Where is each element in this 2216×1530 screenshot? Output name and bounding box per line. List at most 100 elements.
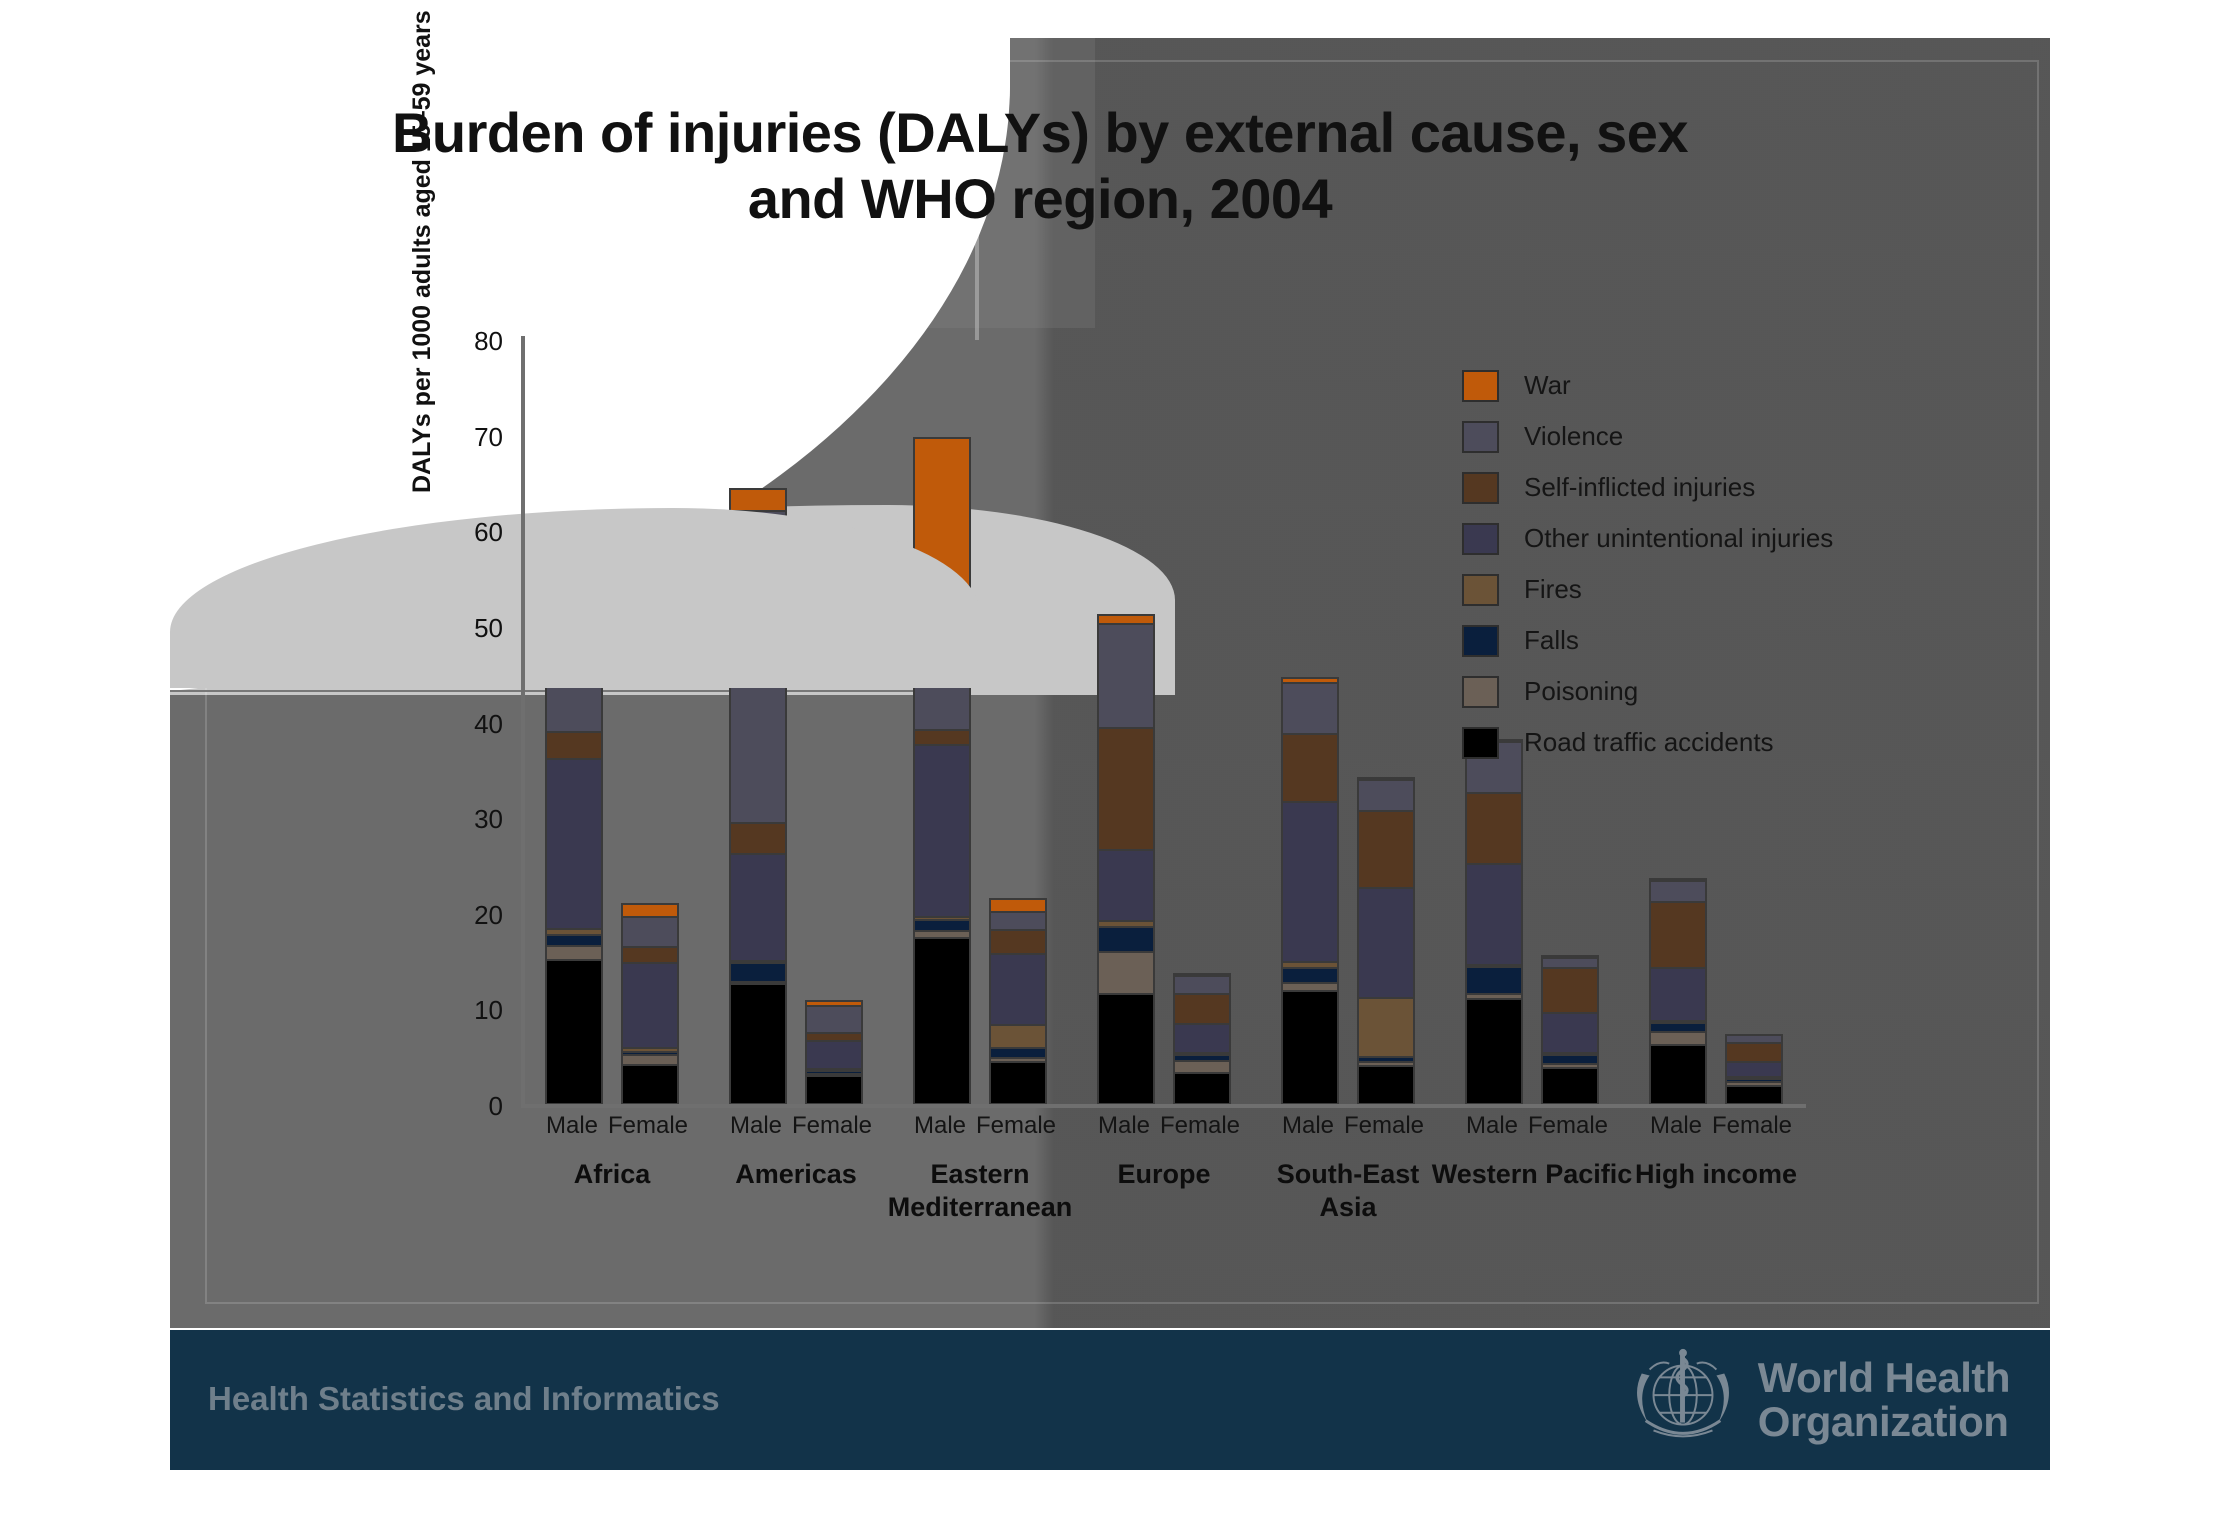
bar-segment xyxy=(623,1053,677,1057)
legend-item[interactable]: Fires xyxy=(1462,564,1932,615)
bar-segment xyxy=(731,982,785,986)
bar-segment xyxy=(1283,734,1337,803)
legend-item[interactable]: Falls xyxy=(1462,615,1932,666)
stacked-bar[interactable] xyxy=(1357,776,1415,1105)
bar-segment xyxy=(623,948,677,965)
bar-segment xyxy=(991,1059,1045,1063)
bar-segment xyxy=(731,490,785,512)
x-axis-line xyxy=(521,1104,1806,1108)
bar-segment xyxy=(1467,999,1521,1103)
legend-item[interactable]: Self-inflicted injuries xyxy=(1462,462,1932,513)
stacked-bar[interactable] xyxy=(1725,1034,1783,1105)
legend-item[interactable]: Poisoning xyxy=(1462,666,1932,717)
x-tick-label: Male xyxy=(1281,1112,1335,1139)
legend-swatch xyxy=(1462,675,1499,708)
bar-segment xyxy=(1651,1045,1705,1103)
bar-segment xyxy=(1359,1058,1413,1063)
stacked-bar[interactable] xyxy=(1465,739,1523,1105)
bar-segment xyxy=(991,900,1045,913)
bar-segment xyxy=(1651,882,1705,904)
who-org-line2: Organization xyxy=(1757,1398,2009,1445)
bar-segment xyxy=(1175,1054,1229,1057)
bar-segment xyxy=(1543,1056,1597,1065)
y-tick-label: 80 xyxy=(474,326,503,356)
stacked-bar[interactable] xyxy=(1541,954,1599,1105)
bar-segment xyxy=(1099,928,1153,953)
legend-swatch xyxy=(1462,369,1499,402)
bar-segment xyxy=(1543,958,1597,970)
bar-segment xyxy=(1467,794,1521,865)
bar-segment xyxy=(1099,616,1153,625)
bar-segment xyxy=(1283,969,1337,985)
decorative-line-a xyxy=(178,660,293,663)
legend-item[interactable]: Other unintentional injuries xyxy=(1462,513,1932,564)
bar-segment xyxy=(915,731,969,747)
bar-segment xyxy=(1175,976,1229,995)
bar-segment xyxy=(807,1070,861,1073)
legend-item[interactable]: War xyxy=(1462,360,1932,411)
bar-segment xyxy=(731,512,785,824)
bar-segment xyxy=(547,961,601,1103)
x-group-label: South-East Asia xyxy=(1228,1158,1468,1224)
bar-segment xyxy=(1467,966,1521,969)
stacked-bar[interactable] xyxy=(1281,677,1339,1105)
footer-bar: Health Statistics and Informatics xyxy=(170,1330,2050,1470)
stacked-bar[interactable] xyxy=(1173,972,1231,1105)
legend-item[interactable]: Violence xyxy=(1462,411,1932,462)
stacked-bar[interactable] xyxy=(1097,614,1155,1105)
stacked-bar[interactable] xyxy=(989,898,1047,1105)
bar-segment xyxy=(1099,850,1153,923)
stacked-bar[interactable] xyxy=(1649,878,1707,1105)
legend-item[interactable]: Road traffic accidents xyxy=(1462,717,1932,768)
bar-segment xyxy=(991,1049,1045,1060)
stacked-bar[interactable] xyxy=(621,903,679,1105)
x-group-label-line1: Eastern xyxy=(930,1159,1030,1189)
bar-segment xyxy=(1727,1062,1781,1079)
bar-segment xyxy=(1099,624,1153,730)
bar-segment xyxy=(1651,1033,1705,1046)
x-tick-label: Male xyxy=(729,1112,783,1139)
bar-segment xyxy=(991,954,1045,1026)
bar-segment xyxy=(1467,994,1521,1000)
bar-segment xyxy=(1651,969,1705,1022)
bar-segment xyxy=(807,1072,861,1076)
y-tick-label: 0 xyxy=(488,1091,503,1121)
x-tick-label: Female xyxy=(1711,1112,1793,1139)
legend-label: Road traffic accidents xyxy=(1524,727,1774,757)
bar-segment xyxy=(1651,903,1705,970)
bar-segment xyxy=(1283,679,1337,685)
stacked-bar[interactable] xyxy=(805,1000,863,1105)
bar-segment xyxy=(731,823,785,856)
bar-segment xyxy=(547,759,601,930)
bar-segment xyxy=(915,439,969,642)
legend-label: Fires xyxy=(1524,574,1582,604)
slide-title-line1: Burden of injuries (DALYs) by external c… xyxy=(391,101,1689,164)
x-group-label: Africa xyxy=(573,1159,651,1189)
who-emblem-icon xyxy=(1636,1348,1729,1438)
bar-segment xyxy=(1175,1074,1229,1103)
slide-title: Burden of injuries (DALYs) by external c… xyxy=(180,100,1900,232)
bar-segment xyxy=(1283,984,1337,993)
bar-segment xyxy=(1543,956,1597,959)
stacked-bar[interactable] xyxy=(913,437,971,1105)
bar-segment xyxy=(1175,994,1229,1025)
legend-swatch xyxy=(1462,420,1499,453)
margin-top xyxy=(0,0,2216,38)
legend-label: Poisoning xyxy=(1524,676,1639,706)
bar-segment xyxy=(731,985,785,1103)
y-axis-line xyxy=(521,336,525,1108)
bar-segment xyxy=(1283,992,1337,1103)
margin-left xyxy=(0,0,170,1530)
bar-segment xyxy=(807,1075,861,1078)
stacked-bar[interactable] xyxy=(729,488,787,1105)
who-org-line1: World Health xyxy=(1757,1353,2011,1401)
bar-segment xyxy=(807,1077,861,1103)
x-tick-label: Female xyxy=(607,1112,689,1139)
bar-segment xyxy=(991,1062,1045,1103)
x-tick-label: Male xyxy=(1649,1112,1703,1139)
bar-segment xyxy=(1651,1023,1705,1034)
x-tick-label: Female xyxy=(791,1112,873,1139)
bar-segment xyxy=(1543,1064,1597,1069)
stacked-bar[interactable] xyxy=(545,587,603,1105)
